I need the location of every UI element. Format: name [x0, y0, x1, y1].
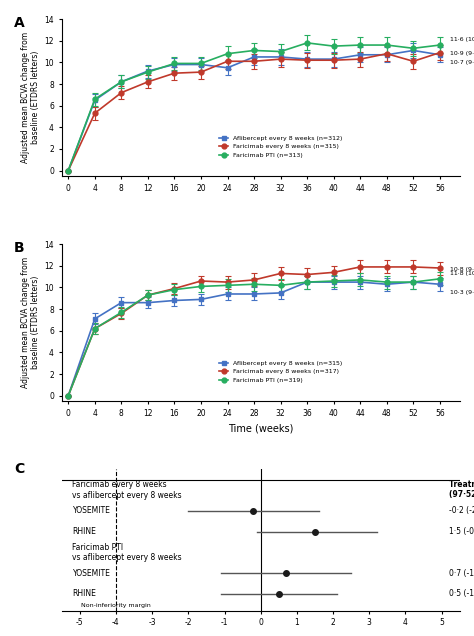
Text: 10·8 (9·6 to 11·9)*: 10·8 (9·6 to 11·9)*	[450, 266, 474, 272]
Text: 10·3 (9·1 to 11·4)*: 10·3 (9·1 to 11·4)*	[450, 289, 474, 294]
Legend: Aflibercept every 8 weeks (n=312), Faricimab every 8 weeks (n=315), Faricimab PT: Aflibercept every 8 weeks (n=312), Faric…	[217, 133, 345, 160]
Text: RHINE: RHINE	[73, 527, 96, 536]
Y-axis label: Adjusted mean BCVA change from
baseline (ETDRS letters): Adjusted mean BCVA change from baseline …	[21, 32, 40, 163]
Text: C: C	[14, 462, 24, 476]
Text: 11·6 (10·3 to 12·9)*: 11·6 (10·3 to 12·9)*	[450, 37, 474, 42]
Text: YOSEMITE: YOSEMITE	[73, 569, 110, 577]
Text: Treatment difference
(97·52% CI): Treatment difference (97·52% CI)	[449, 480, 474, 499]
Text: 1·5 (-0·1 to 3·2): 1·5 (-0·1 to 3·2)	[449, 527, 474, 536]
Text: YOSEMITE: YOSEMITE	[73, 506, 110, 515]
X-axis label: Time (weeks): Time (weeks)	[228, 424, 293, 433]
Text: Non-inferiority margin: Non-inferiority margin	[81, 604, 151, 608]
Legend: Aflibercept every 8 weeks (n=315), Faricimab every 8 weeks (n=317), Faricimab PT: Aflibercept every 8 weeks (n=315), Faric…	[217, 358, 345, 385]
Text: Faricimab every 8 weeks
vs aflibercept every 8 weeks: Faricimab every 8 weeks vs aflibercept e…	[73, 480, 182, 500]
Text: 0·7 (-1·1 to 2·5): 0·7 (-1·1 to 2·5)	[449, 569, 474, 577]
Text: Faricimab PTI
vs aflibercept every 8 weeks: Faricimab PTI vs aflibercept every 8 wee…	[73, 543, 182, 562]
Text: 11·8 (10·6 to 13·0)*: 11·8 (10·6 to 13·0)*	[450, 270, 474, 275]
Text: 10·7 (9·4 to 12·0)*: 10·7 (9·4 to 12·0)*	[450, 60, 474, 66]
Text: B: B	[14, 241, 25, 255]
Text: -0·2 (-2·0 to 1·6): -0·2 (-2·0 to 1·6)	[449, 506, 474, 515]
Text: RHINE: RHINE	[73, 590, 96, 598]
Text: 10·9 (9·6 to 12·2)*: 10·9 (9·6 to 12·2)*	[450, 52, 474, 56]
Text: 0·5 (-1·1 to 2·1): 0·5 (-1·1 to 2·1)	[449, 590, 474, 598]
Y-axis label: Adjusted mean BCVA change from
baseline (ETDRS letters): Adjusted mean BCVA change from baseline …	[21, 257, 40, 388]
Text: A: A	[14, 16, 25, 30]
